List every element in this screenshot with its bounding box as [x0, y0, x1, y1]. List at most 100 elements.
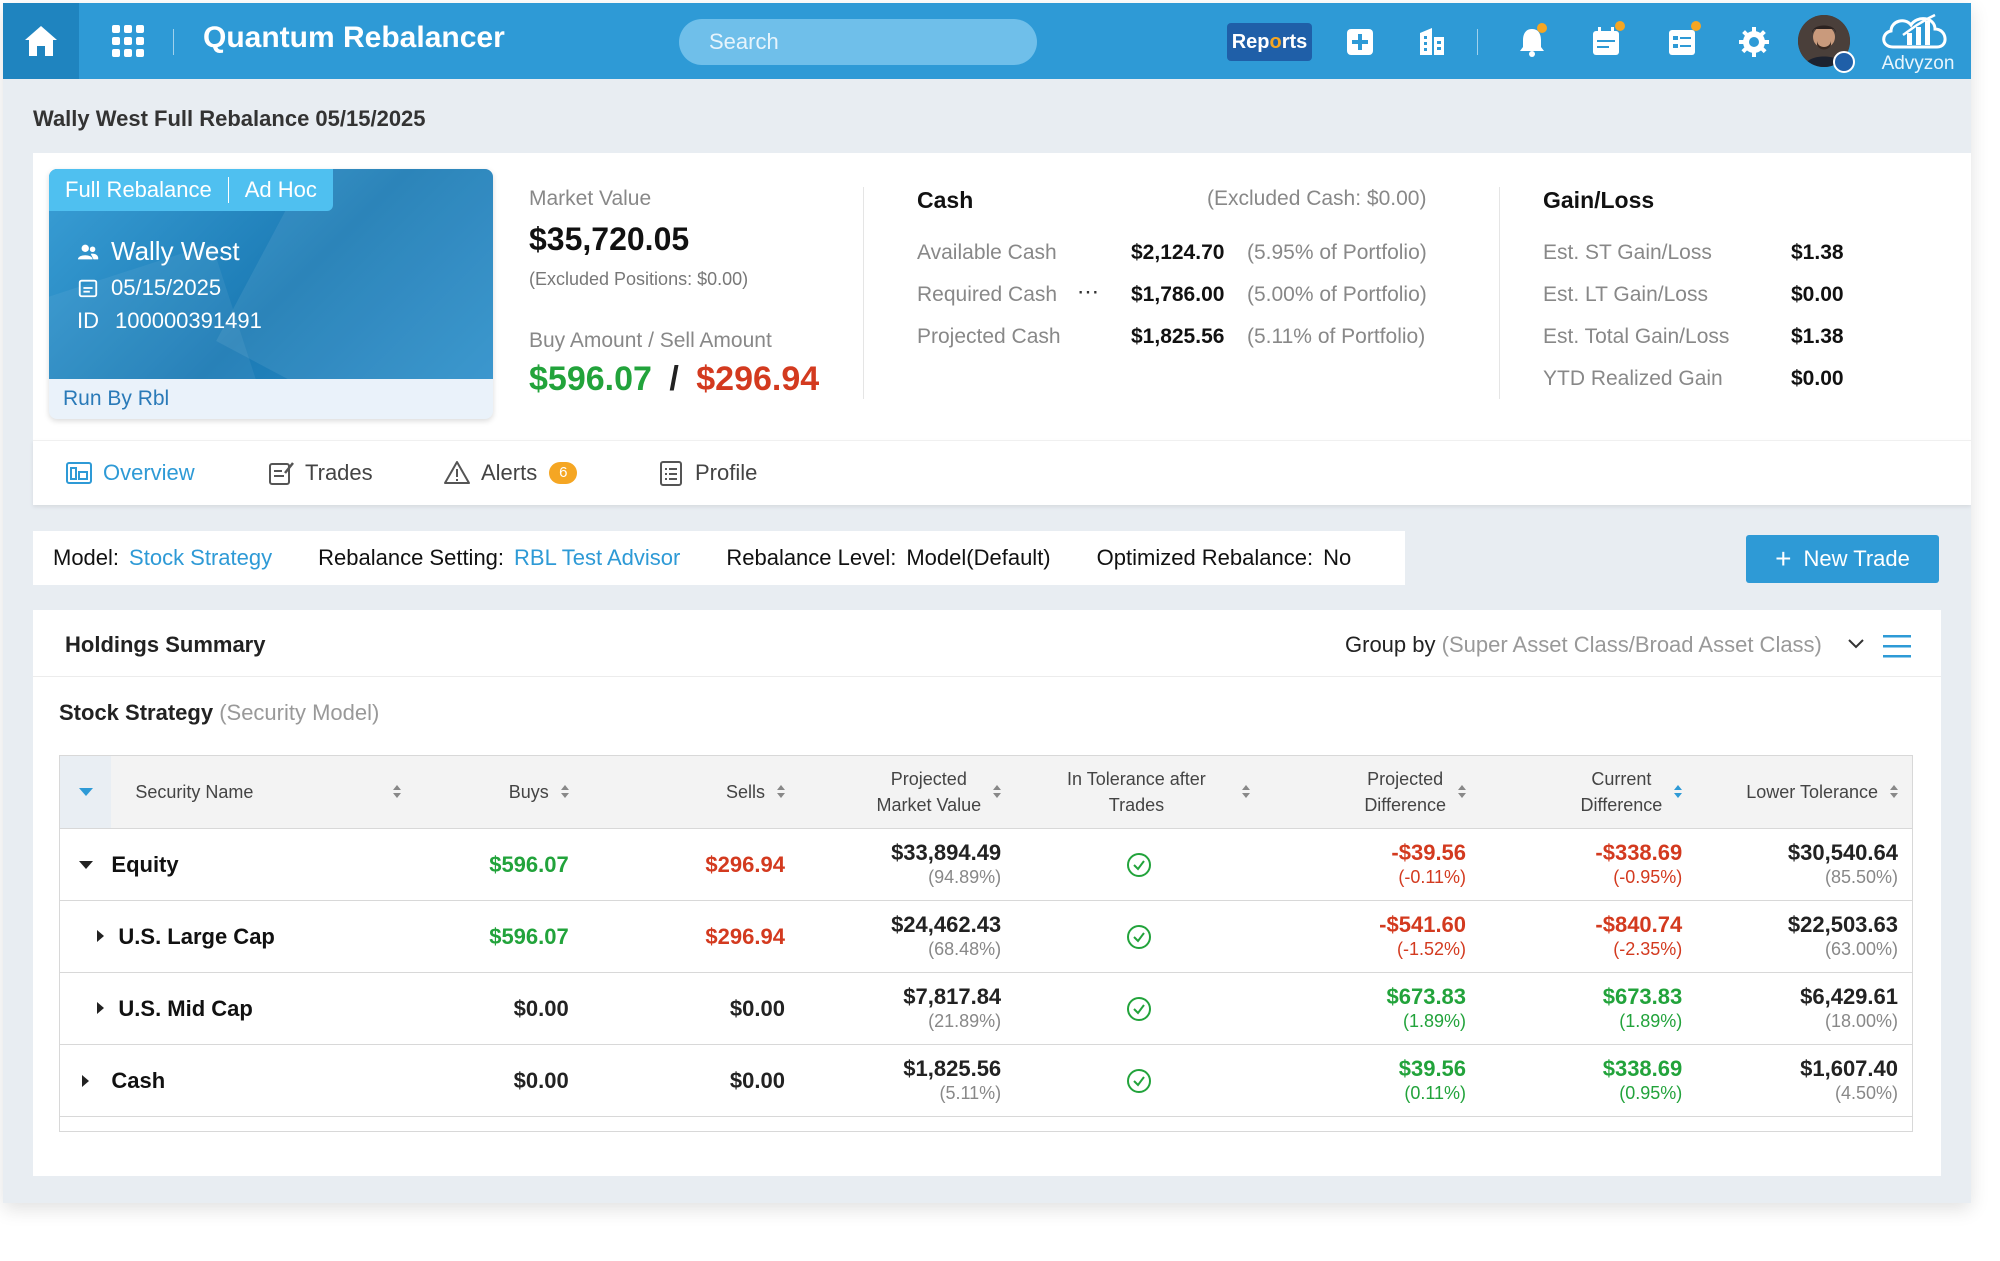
- building-icon[interactable]: [1415, 25, 1449, 59]
- tasks-icon[interactable]: [1665, 25, 1699, 59]
- sort-icon: [392, 785, 401, 799]
- value: $39.56: [1398, 1055, 1467, 1081]
- gear-icon[interactable]: [1737, 25, 1771, 59]
- table-row[interactable]: Cash $0.00 $0.00 $1,825.56 (5.11%) $39.56…: [59, 1044, 1913, 1117]
- strategy-name: Stock Strategy: [59, 700, 214, 725]
- row-in-tolerance: [1015, 900, 1264, 973]
- app-title: Quantum Rebalancer: [203, 21, 505, 54]
- col-lower-tolerance[interactable]: Lower Tolerance: [1696, 755, 1913, 829]
- check-circle-icon: [1127, 924, 1152, 949]
- divider: [173, 29, 174, 55]
- value: $6,429.61: [1800, 983, 1898, 1009]
- lt-gain-value: $0.00: [1791, 283, 1844, 306]
- expand-all-header[interactable]: [59, 755, 112, 829]
- percent: (-0.95%): [1613, 866, 1683, 887]
- reports-button[interactable]: Rep o rts: [1227, 23, 1312, 61]
- row-name-cell: U.S. Large Cap: [97, 900, 421, 973]
- divider: [863, 187, 864, 399]
- row-buys: $0.00: [420, 1044, 583, 1117]
- apps-grid-icon[interactable]: [110, 23, 146, 59]
- expand-toggle[interactable]: [97, 994, 105, 1020]
- calendar-icon: [78, 279, 98, 298]
- table-row[interactable]: U.S. Large Cap $596.07 $296.94 $24,462.4…: [59, 900, 1913, 973]
- percent: (0.95%): [1619, 1082, 1683, 1103]
- group-by-select[interactable]: Group by (Super Asset Class/Broad Asset …: [1345, 632, 1822, 658]
- reports-label-part: Rep: [1231, 30, 1270, 53]
- table-header-row: Security Name Buys Sells Projected Market…: [59, 755, 1913, 829]
- new-trade-button[interactable]: + New Trade: [1746, 535, 1939, 583]
- table-row[interactable]: Equity $596.07 $296.94 $33,894.49 (94.89%…: [59, 828, 1913, 901]
- expand-toggle[interactable]: [59, 1044, 112, 1117]
- percent: (-2.35%): [1613, 938, 1683, 959]
- market-value-label: Market Value: [529, 187, 652, 210]
- col-label: Difference: [1580, 795, 1663, 815]
- row-current-difference: -$338.69 (-0.95%): [1480, 828, 1697, 901]
- col-buys[interactable]: Buys: [420, 755, 583, 829]
- row-name: Cash: [111, 1044, 421, 1117]
- tab-label: Profile: [695, 460, 758, 485]
- required-cash-more-icon[interactable]: ⋯: [1077, 279, 1099, 304]
- notification-dot: [1691, 21, 1701, 31]
- list-doc-icon: [660, 461, 682, 486]
- value: -$541.60: [1379, 911, 1467, 937]
- col-sells[interactable]: Sells: [582, 755, 799, 829]
- home-button[interactable]: [3, 3, 79, 79]
- col-projected-market-value[interactable]: Projected Market Value: [798, 755, 1016, 829]
- col-label: Projected: [1367, 769, 1444, 789]
- rebalance-level-value: Model(Default): [906, 545, 1051, 570]
- col-security-name[interactable]: Security Name: [111, 755, 421, 829]
- tab-full-rebalance[interactable]: Full Rebalance: [65, 177, 212, 202]
- ytd-gain-value: $0.00: [1791, 367, 1844, 390]
- model-link[interactable]: Stock Strategy: [129, 545, 273, 570]
- calendar-icon[interactable]: [1589, 25, 1623, 59]
- tab-profile[interactable]: Profile: [657, 459, 757, 487]
- row-sells: $0.00: [582, 972, 799, 1045]
- tab-alerts[interactable]: Alerts 6: [443, 459, 578, 487]
- group-by-key: Group by: [1345, 632, 1436, 657]
- row-sells: $0.00: [582, 1044, 799, 1117]
- notification-dot: [1615, 21, 1625, 31]
- rebalance-id-row: ID 100000391491: [77, 308, 262, 334]
- add-icon[interactable]: [1343, 25, 1377, 59]
- col-label: Lower Tolerance: [1746, 781, 1878, 802]
- rebalance-setting-link[interactable]: RBL Test Advisor: [514, 545, 681, 570]
- edit-note-icon: [269, 462, 294, 485]
- value: -$840.74: [1595, 911, 1683, 937]
- optimized-rebalance-value: No: [1323, 545, 1352, 570]
- expand-toggle[interactable]: [59, 828, 112, 901]
- rebalance-type-tabs: Full Rebalance Ad Hoc: [49, 169, 333, 211]
- row-lower-tolerance: $30,540.64 (85.50%): [1696, 828, 1913, 901]
- search-input[interactable]: [679, 19, 1037, 65]
- divider: [1499, 187, 1500, 399]
- table-row[interactable]: U.S. Mid Cap $0.00 $0.00 $7,817.84 (21.89…: [59, 972, 1913, 1045]
- sort-icon: [1241, 785, 1250, 799]
- available-cash-label: Available Cash: [917, 241, 1057, 264]
- value: $22,503.63: [1787, 911, 1898, 937]
- row-in-tolerance: [1015, 828, 1264, 901]
- column-menu-icon[interactable]: [1881, 632, 1913, 660]
- tab-label: Alerts: [481, 460, 538, 485]
- account-switch-icon[interactable]: [1833, 51, 1855, 73]
- expand-toggle[interactable]: [97, 922, 105, 948]
- users-icon: [77, 244, 99, 259]
- tab-ad-hoc[interactable]: Ad Hoc: [244, 177, 317, 202]
- tab-overview[interactable]: Overview: [65, 459, 195, 487]
- bell-icon[interactable]: [1515, 25, 1549, 59]
- row-projected-difference: $673.83 (1.89%): [1263, 972, 1481, 1045]
- tab-label: Trades: [305, 460, 373, 485]
- divider: [227, 177, 229, 203]
- rebalance-id: 100000391491: [115, 308, 262, 333]
- buy-sell-amounts: $596.07 / $296.94: [529, 360, 819, 399]
- market-value: $35,720.05: [529, 221, 690, 257]
- total-gain-label: Est. Total Gain/Loss: [1543, 325, 1730, 348]
- chevron-down-icon[interactable]: [1847, 636, 1865, 650]
- col-projected-difference[interactable]: Projected Difference: [1263, 755, 1481, 829]
- row-projected-market-value: $7,817.84 (21.89%): [798, 972, 1016, 1045]
- sell-amount: $296.94: [696, 360, 820, 398]
- row-current-difference: -$840.74 (-2.35%): [1480, 900, 1697, 973]
- col-current-difference[interactable]: Current Difference: [1480, 755, 1697, 829]
- row-projected-difference: $39.56 (0.11%): [1263, 1044, 1481, 1117]
- col-in-tolerance[interactable]: In Tolerance after Trades: [1015, 755, 1264, 829]
- tab-trades[interactable]: Trades: [267, 459, 373, 487]
- group-by-value: (Super Asset Class/Broad Asset Class): [1441, 632, 1822, 657]
